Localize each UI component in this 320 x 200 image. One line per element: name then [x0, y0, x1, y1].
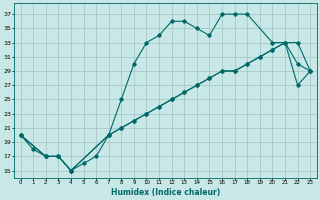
X-axis label: Humidex (Indice chaleur): Humidex (Indice chaleur) — [111, 188, 220, 197]
